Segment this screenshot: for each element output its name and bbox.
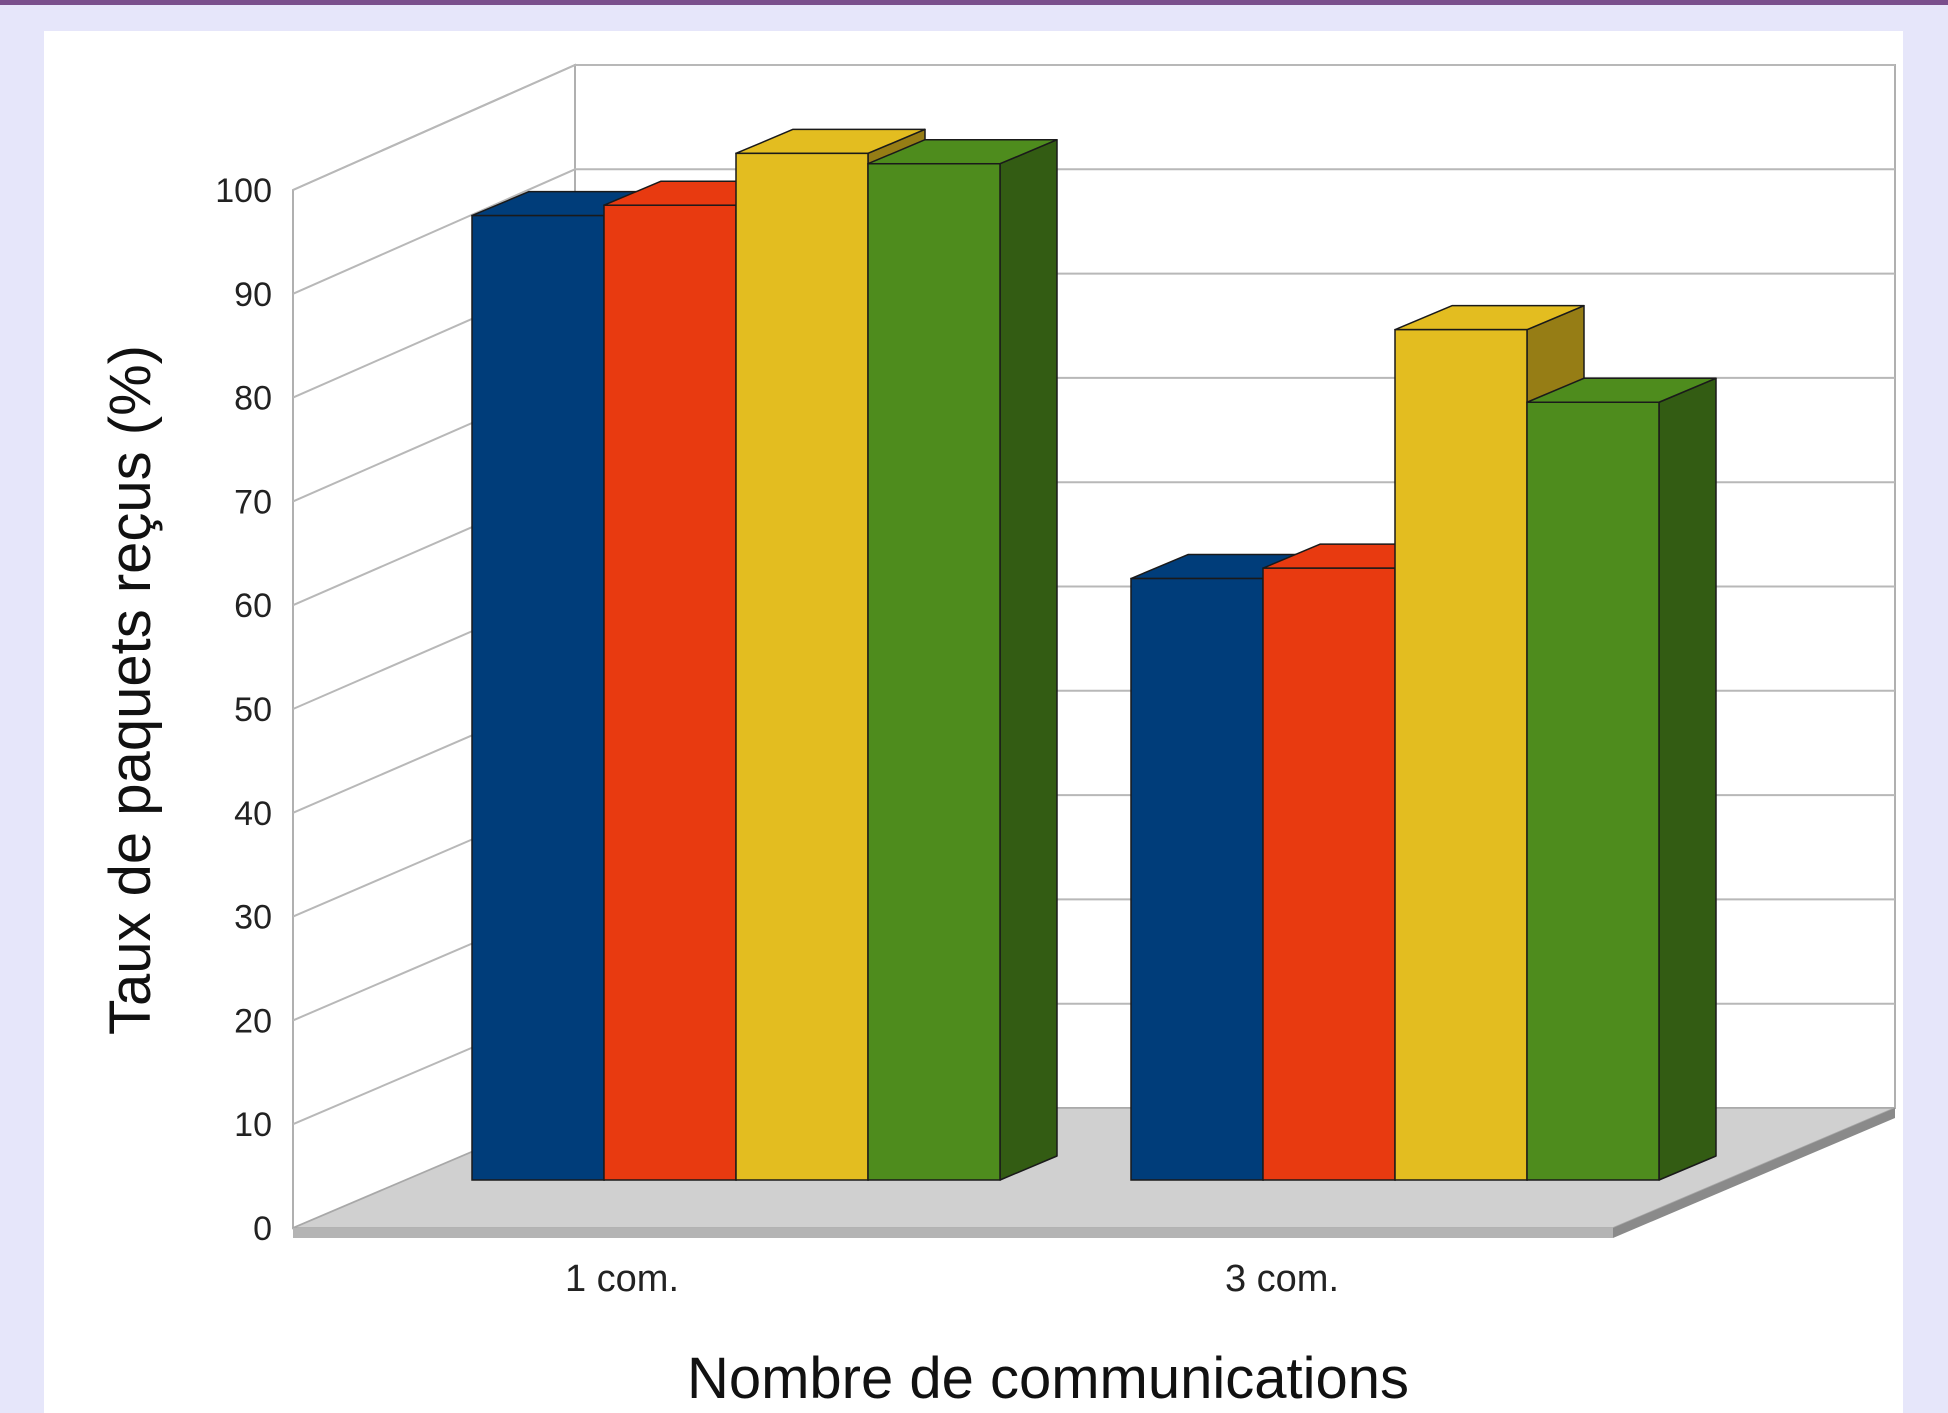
bar-front — [867, 162, 1001, 1181]
bar-front — [471, 214, 605, 1181]
y-tick-label: 30 — [234, 899, 272, 937]
bar-front — [1394, 328, 1528, 1181]
bar — [1526, 377, 1717, 1181]
floor-side-edge — [1613, 1108, 1895, 1238]
bar-side — [999, 138, 1058, 1181]
y-axis-title: Taux de paquets reçus (%) — [98, 345, 163, 1035]
y-tick-label: 40 — [234, 795, 272, 833]
y-tick-label: 80 — [234, 380, 272, 418]
y-tick-label: 0 — [253, 1210, 272, 1248]
window-top-border — [0, 0, 1948, 5]
y-tick-label: 60 — [234, 587, 272, 625]
bar-side — [1658, 377, 1717, 1181]
bar-front — [1130, 577, 1264, 1181]
y-tick-label: 10 — [234, 1106, 272, 1144]
bar-front — [603, 204, 737, 1181]
bar-front — [1526, 401, 1660, 1181]
x-axis-ticks: 1 com. 3 com. — [565, 1258, 1339, 1300]
bar-front — [735, 152, 869, 1181]
x-tick-label: 3 com. — [1225, 1258, 1339, 1300]
bars — [471, 128, 1717, 1181]
bar — [867, 138, 1058, 1181]
gridline — [292, 64, 1895, 191]
gridline — [292, 168, 1895, 295]
bar-front — [1262, 567, 1396, 1181]
y-tick-label: 50 — [234, 691, 272, 729]
y-tick-label: 100 — [215, 172, 272, 210]
floor-front-edge — [293, 1228, 1613, 1238]
x-axis-title: Nombre de communications — [687, 1346, 1409, 1411]
y-tick-label: 20 — [234, 1002, 272, 1040]
y-tick-label: 70 — [234, 483, 272, 521]
y-tick-label: 90 — [234, 276, 272, 314]
y-axis-ticks: 0 10 20 30 40 50 60 70 80 90 100 — [215, 172, 272, 1248]
x-tick-label: 1 com. — [565, 1258, 679, 1300]
